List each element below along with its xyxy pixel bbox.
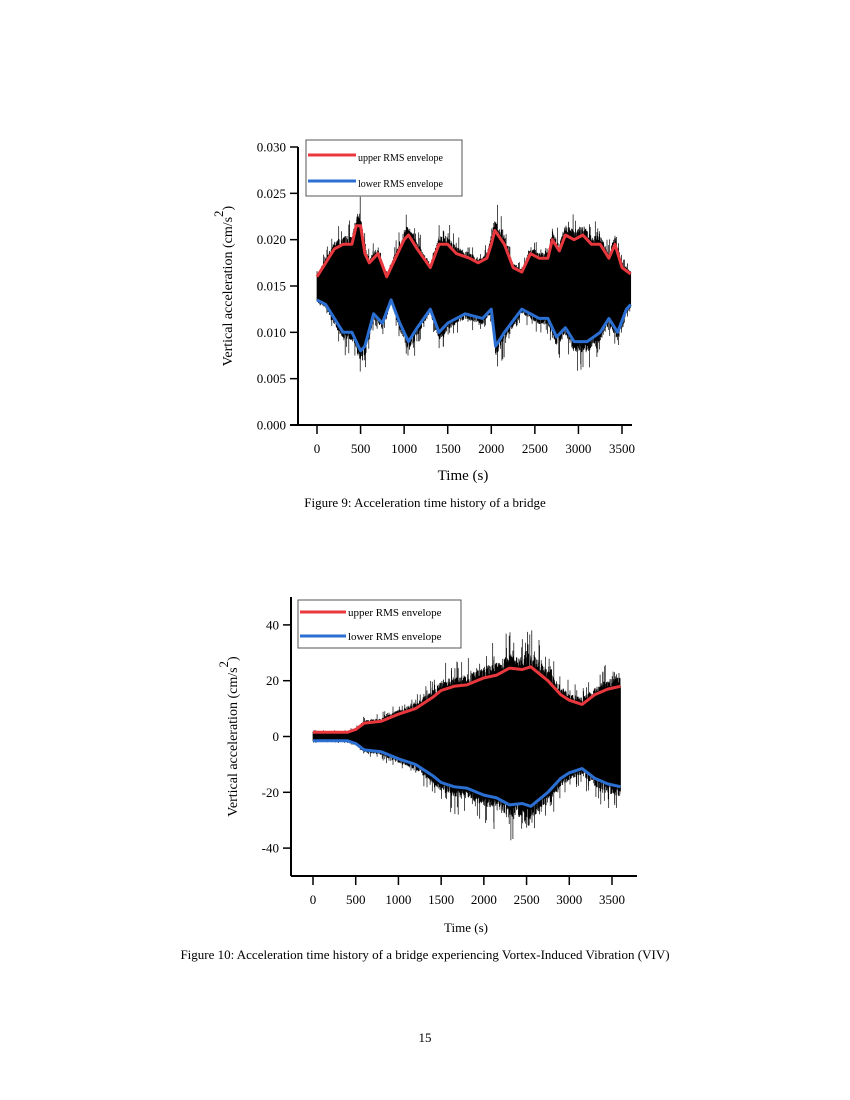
y-tick-label: 0.030 (257, 140, 286, 155)
x-axis-label: Time (s) (444, 920, 488, 935)
x-tick-label: 3500 (599, 892, 625, 907)
x-tick-label: 0 (310, 892, 317, 907)
legend-box (297, 599, 462, 649)
lower-rms-envelope-line (313, 739, 621, 808)
y-tick-label: -20 (262, 785, 279, 800)
figure-9-caption: Figure 9: Acceleration time history of a… (304, 495, 546, 510)
legend-label: upper RMS envelope (358, 153, 444, 164)
x-tick-label: 500 (346, 892, 366, 907)
page-number: 15 (418, 1030, 432, 1045)
x-tick-label: 3500 (609, 441, 635, 456)
signal-trace (312, 630, 621, 841)
chart-10: -40 -20 0 20 40 0 500 1000 1500 2000 2500 3000 3500 T… (216, 597, 637, 935)
legend-label: upper RMS envelope (348, 607, 442, 619)
y-axis-label: Vertical acceleration (cm/s2) (211, 205, 236, 366)
y-tick-label: 0.010 (257, 325, 286, 340)
x-tick-label: 2000 (478, 441, 504, 456)
x-tick-label: 500 (351, 441, 371, 456)
upper-rms-envelope-line (315, 224, 632, 279)
x-tick-label: 0 (314, 441, 321, 456)
y-tick-label: 0.015 (257, 279, 286, 294)
x-tick-label: 2500 (522, 441, 548, 456)
y-tick-label: 0.005 (257, 371, 286, 386)
x-tick-label: 2000 (471, 892, 497, 907)
upper-rms-envelope-line (313, 665, 621, 734)
x-tick-label: 1000 (391, 441, 417, 456)
legend-label: lower RMS envelope (348, 631, 442, 643)
legend-label: lower RMS envelope (358, 179, 444, 190)
y-tick-label: 40 (266, 617, 279, 632)
legend: upper RMS envelope lower RMS envelope (297, 599, 462, 649)
x-tick-label: 1000 (385, 892, 411, 907)
lower-rms-envelope-line (316, 298, 632, 353)
y-axis-label: Vertical acceleration (cm/s2) (216, 656, 241, 817)
figure-10-caption: Figure 10: Acceleration time history of … (180, 947, 670, 962)
y-tick-label: 20 (266, 673, 279, 688)
x-tick-label: 2500 (514, 892, 540, 907)
y-tick-label: 0.020 (257, 232, 286, 247)
x-tick-label: 1500 (428, 892, 454, 907)
chart-9: 0.000 0.005 0.010 0.015 0.020 0.025 0.030 0 500 1… (211, 139, 635, 484)
x-tick-label: 3000 (565, 441, 591, 456)
x-tick-label: 1500 (435, 441, 461, 456)
legend-box (305, 139, 463, 197)
legend: upper RMS envelope lower RMS envelope (305, 139, 463, 197)
y-tick-label: -40 (262, 841, 279, 856)
signal-trace (316, 196, 632, 372)
y-tick-label: 0.025 (257, 186, 286, 201)
x-tick-label: 3000 (556, 892, 582, 907)
y-tick-label: 0.000 (257, 418, 286, 433)
y-tick-label: 0 (273, 729, 280, 744)
x-axis-label: Time (s) (438, 468, 489, 484)
